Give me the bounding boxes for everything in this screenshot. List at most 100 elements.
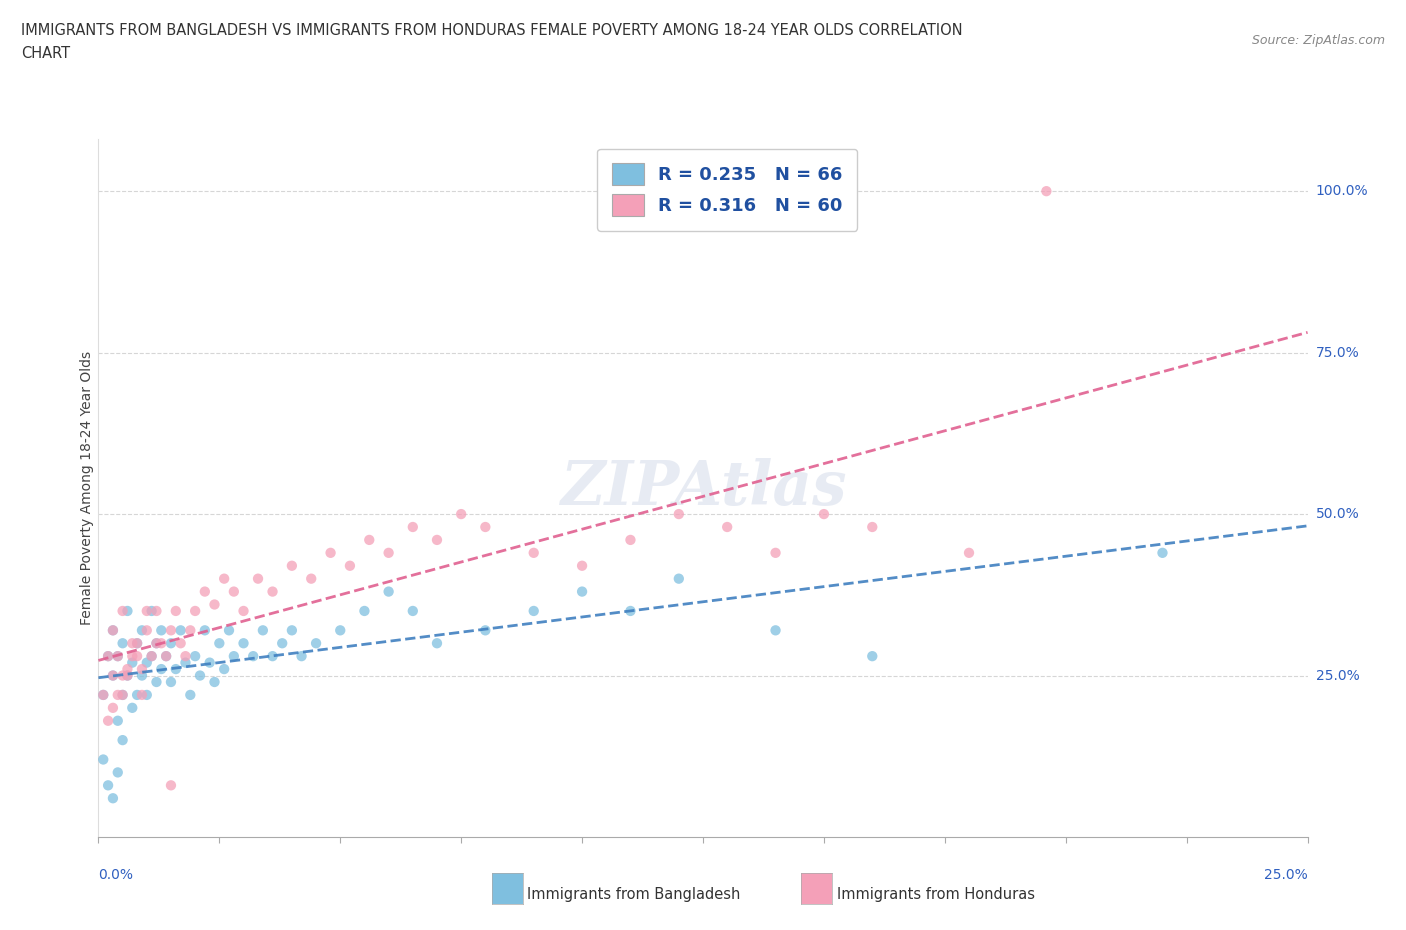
Point bbox=[305, 636, 328, 651]
Point bbox=[194, 623, 217, 638]
Point bbox=[188, 668, 211, 683]
Point bbox=[127, 649, 149, 664]
Point bbox=[339, 558, 361, 573]
Point bbox=[131, 623, 153, 638]
Point bbox=[101, 623, 124, 638]
Point bbox=[107, 687, 129, 702]
Point bbox=[1035, 184, 1057, 199]
Point bbox=[131, 668, 153, 683]
Point bbox=[97, 649, 120, 664]
Point bbox=[353, 604, 375, 618]
Point bbox=[131, 661, 153, 676]
Y-axis label: Female Poverty Among 18-24 Year Olds: Female Poverty Among 18-24 Year Olds bbox=[80, 352, 94, 625]
Point bbox=[222, 649, 245, 664]
Point bbox=[957, 545, 980, 560]
Point bbox=[91, 752, 114, 767]
Point bbox=[135, 604, 157, 618]
Point bbox=[252, 623, 274, 638]
Point bbox=[117, 668, 139, 683]
Point bbox=[135, 655, 157, 670]
Point bbox=[377, 584, 399, 599]
Point bbox=[127, 636, 149, 651]
Point bbox=[111, 687, 134, 702]
Point bbox=[716, 520, 738, 535]
Point bbox=[107, 649, 129, 664]
Text: 0.0%: 0.0% bbox=[98, 868, 134, 882]
Point bbox=[160, 777, 183, 792]
Point bbox=[860, 649, 883, 664]
Point bbox=[198, 655, 221, 670]
Point bbox=[131, 687, 153, 702]
Point bbox=[232, 636, 254, 651]
Point bbox=[121, 700, 143, 715]
Point bbox=[165, 604, 187, 618]
Text: Source: ZipAtlas.com: Source: ZipAtlas.com bbox=[1251, 34, 1385, 47]
Point bbox=[271, 636, 294, 651]
Point bbox=[426, 636, 449, 651]
Point bbox=[860, 520, 883, 535]
Point bbox=[97, 649, 120, 664]
Point bbox=[474, 520, 496, 535]
Point bbox=[184, 604, 207, 618]
Text: Immigrants from Bangladesh: Immigrants from Bangladesh bbox=[527, 887, 741, 902]
Point bbox=[232, 604, 254, 618]
Point bbox=[117, 661, 139, 676]
Point bbox=[184, 649, 207, 664]
Point bbox=[319, 545, 342, 560]
Point bbox=[155, 649, 177, 664]
Point bbox=[281, 558, 304, 573]
Point bbox=[174, 649, 197, 664]
Point bbox=[247, 571, 270, 586]
Point bbox=[127, 636, 149, 651]
Point bbox=[101, 668, 124, 683]
Point bbox=[117, 668, 139, 683]
Text: 25.0%: 25.0% bbox=[1316, 669, 1360, 683]
Point bbox=[169, 623, 191, 638]
Point bbox=[91, 687, 114, 702]
Point bbox=[135, 687, 157, 702]
Point bbox=[160, 636, 183, 651]
Point bbox=[359, 533, 381, 548]
Point bbox=[619, 533, 641, 548]
Point bbox=[155, 649, 177, 664]
Point bbox=[571, 558, 593, 573]
Point bbox=[402, 604, 425, 618]
Point bbox=[107, 713, 129, 728]
Point bbox=[111, 636, 134, 651]
Point bbox=[571, 584, 593, 599]
Point bbox=[281, 623, 304, 638]
Point bbox=[619, 604, 641, 618]
Point bbox=[204, 674, 226, 689]
Point bbox=[668, 507, 690, 522]
Point bbox=[145, 604, 167, 618]
Point bbox=[222, 584, 245, 599]
Point bbox=[160, 674, 183, 689]
Point bbox=[141, 649, 163, 664]
Point bbox=[111, 604, 134, 618]
Point bbox=[765, 545, 787, 560]
Point bbox=[101, 668, 124, 683]
Point bbox=[668, 571, 690, 586]
Point bbox=[218, 623, 240, 638]
Point bbox=[117, 604, 139, 618]
Point bbox=[121, 649, 143, 664]
Point bbox=[299, 571, 322, 586]
Point bbox=[150, 636, 173, 651]
Point bbox=[523, 545, 546, 560]
Point bbox=[150, 661, 173, 676]
Point bbox=[150, 623, 173, 638]
Point bbox=[208, 636, 231, 651]
Point bbox=[813, 507, 835, 522]
Point bbox=[426, 533, 449, 548]
Point bbox=[127, 687, 149, 702]
Point bbox=[179, 687, 201, 702]
Point bbox=[101, 623, 124, 638]
Point bbox=[97, 777, 120, 792]
Point bbox=[242, 649, 264, 664]
Point bbox=[91, 687, 114, 702]
Text: 25.0%: 25.0% bbox=[1264, 868, 1308, 882]
Point bbox=[145, 636, 167, 651]
Point bbox=[212, 571, 235, 586]
Point bbox=[101, 790, 124, 805]
Point bbox=[97, 713, 120, 728]
